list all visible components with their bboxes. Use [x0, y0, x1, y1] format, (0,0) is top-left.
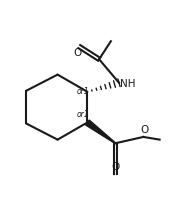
Polygon shape: [86, 120, 116, 144]
Text: or1: or1: [77, 110, 89, 119]
Text: NH: NH: [120, 79, 135, 89]
Text: O: O: [140, 125, 148, 135]
Text: O: O: [111, 162, 120, 172]
Text: O: O: [73, 49, 82, 58]
Text: or1: or1: [77, 87, 89, 96]
